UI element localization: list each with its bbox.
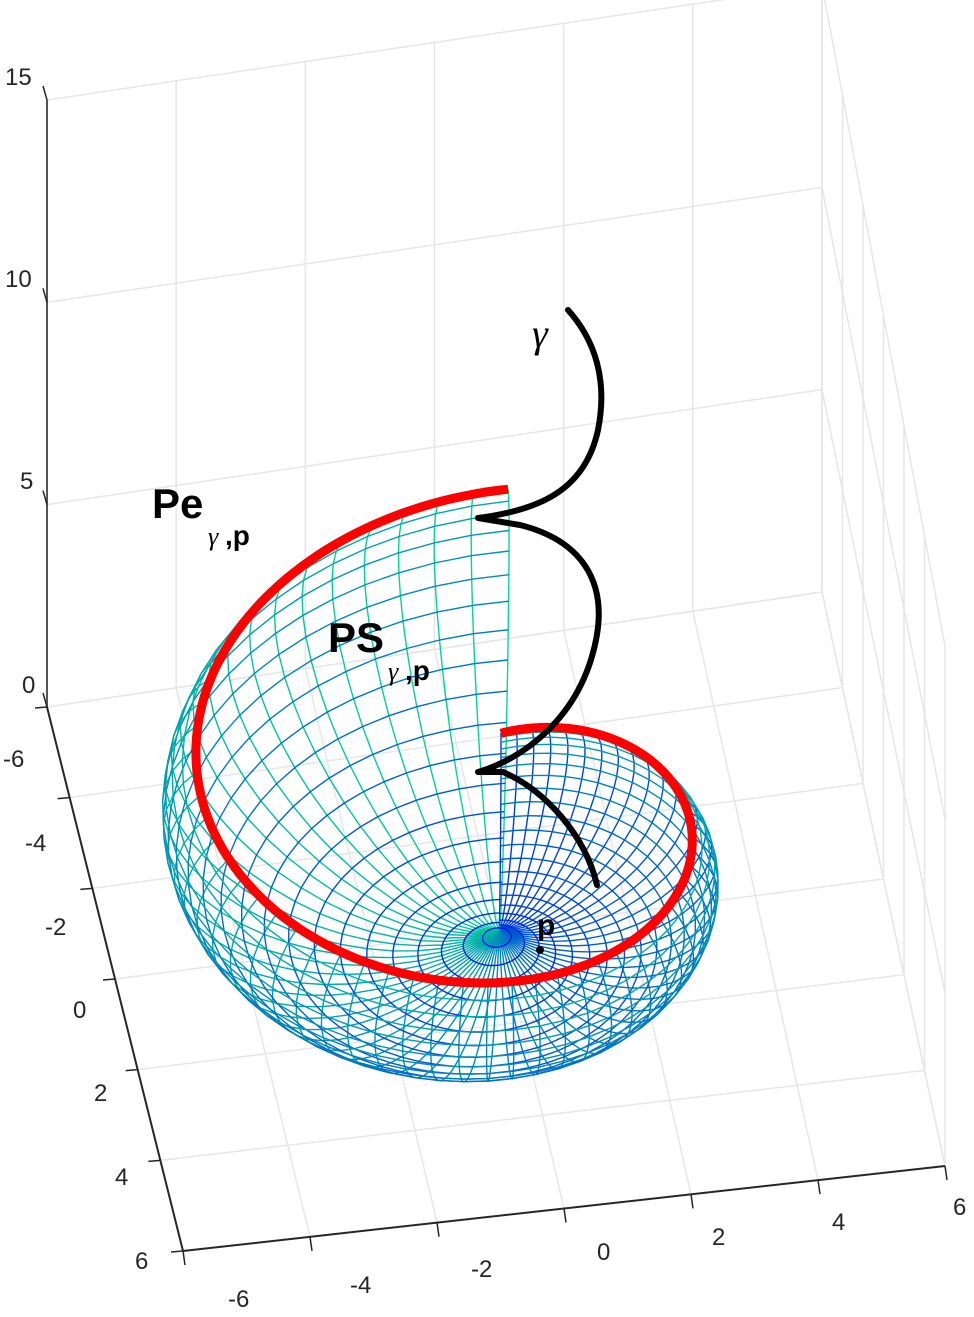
surface-parallel xyxy=(167,574,717,1068)
tick-labels: 15 10 5 0 -6 -4 -2 0 2 4 6 -6 -4 -2 0 2 4 6 xyxy=(3,64,966,1313)
ps-subscript-gamma: γ xyxy=(388,657,399,686)
curves xyxy=(191,307,697,988)
surface-meridian xyxy=(301,553,500,931)
y-tick-label: 6 xyxy=(135,1248,148,1275)
ps-subscript-p: ,p xyxy=(405,655,430,686)
surface-meridian xyxy=(363,522,500,930)
x-tick-label: -2 xyxy=(471,1256,492,1283)
annotations: γ Pe γ ,p PS γ ,p p xyxy=(152,311,555,942)
surface-parallel xyxy=(481,927,512,948)
y-tick-label: 2 xyxy=(94,1080,107,1107)
point-p xyxy=(536,946,544,954)
pe-label: Pe xyxy=(152,480,203,527)
grid-lines xyxy=(46,0,946,1252)
y-tick-label: -2 xyxy=(45,914,66,941)
ps-label: PS xyxy=(328,614,384,661)
y-tick-label: 0 xyxy=(73,997,86,1024)
x-tick-label: 0 xyxy=(597,1239,610,1266)
surface-parallel xyxy=(263,752,658,1075)
z-tick-label: 15 xyxy=(5,64,32,91)
surface-parallel xyxy=(175,600,712,1075)
pe-subscript-gamma: γ xyxy=(208,522,219,551)
surface-parallel xyxy=(187,629,706,1080)
x-tick-label: 2 xyxy=(712,1224,725,1251)
z-tick-label: 0 xyxy=(22,672,35,699)
x-tick-label: 4 xyxy=(832,1209,845,1236)
z-tick-label: 10 xyxy=(5,266,32,293)
p-label: p xyxy=(537,909,555,942)
y-tick-label: 4 xyxy=(115,1164,128,1191)
z-tick-label: 5 xyxy=(20,468,33,495)
x-tick-label: -4 xyxy=(350,1272,371,1299)
ps-surface-wireframe xyxy=(161,488,719,1083)
pe-curve xyxy=(191,484,697,988)
y-tick-label: -6 xyxy=(3,746,24,773)
x-tick-label: 6 xyxy=(953,1194,966,1221)
surface-parallel xyxy=(202,659,696,1083)
surface-parallel xyxy=(313,811,626,1059)
axes xyxy=(34,85,948,1266)
surface-meridian xyxy=(192,654,500,937)
surface-parallel xyxy=(462,921,526,967)
x-tick-label: -6 xyxy=(228,1286,249,1313)
pe-subscript-p: ,p xyxy=(225,520,250,551)
gamma-label: γ xyxy=(532,311,549,356)
y-tick-label: -4 xyxy=(25,830,46,857)
gamma-curve xyxy=(475,307,605,888)
